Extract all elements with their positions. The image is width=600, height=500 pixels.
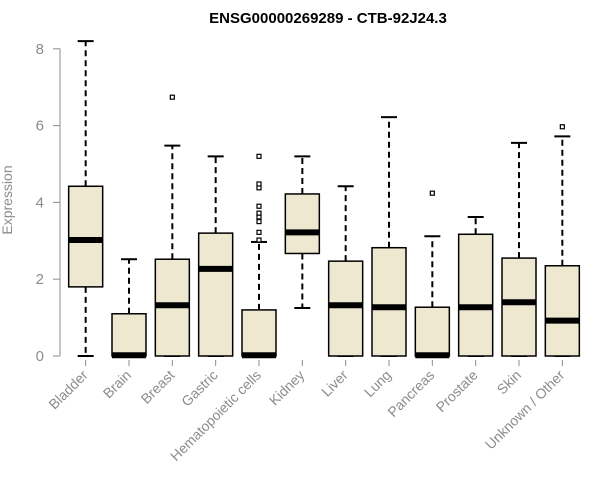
outlier-point bbox=[256, 210, 262, 216]
outlier-point bbox=[256, 181, 262, 187]
box-hematopoietic-cells bbox=[241, 153, 277, 359]
y-tick-label: 2 bbox=[36, 271, 44, 288]
outlier-point bbox=[256, 237, 262, 243]
box-breast bbox=[154, 94, 191, 357]
x-tick-label: Unknown / Other bbox=[482, 367, 568, 453]
iqr-box bbox=[327, 260, 364, 357]
x-tick-label: Kidney bbox=[266, 367, 308, 409]
box-lung bbox=[371, 116, 407, 357]
outlier-point bbox=[256, 203, 262, 209]
iqr-box bbox=[371, 246, 407, 357]
outlier-point bbox=[429, 190, 435, 196]
x-tick-label: Bladder bbox=[45, 367, 91, 413]
y-axis: 0 2 4 6 8 bbox=[36, 41, 61, 365]
x-tick-label: Breast bbox=[138, 367, 178, 407]
y-tick-label: 0 bbox=[36, 348, 44, 365]
x-tick-label: Liver bbox=[318, 367, 351, 400]
iqr-box bbox=[197, 232, 234, 357]
box-skin bbox=[501, 141, 537, 357]
box-kidney bbox=[284, 155, 321, 309]
box-prostate bbox=[457, 215, 494, 357]
y-axis-label: Expression bbox=[0, 165, 15, 234]
x-tick-label: Pancreas bbox=[384, 367, 437, 420]
y-tick-label: 6 bbox=[36, 118, 44, 135]
x-tick-label: Lung bbox=[361, 367, 394, 400]
chart-title: ENSG00000269289 - CTB-92J24.3 bbox=[209, 10, 447, 27]
iqr-box bbox=[284, 193, 321, 255]
box-gastric bbox=[197, 155, 234, 357]
outlier-point bbox=[169, 94, 175, 100]
x-tick-label: Gastric bbox=[178, 367, 221, 410]
box-pancreas bbox=[414, 190, 451, 359]
box-unknown-other bbox=[544, 124, 581, 357]
iqr-box bbox=[241, 309, 277, 357]
iqr-box bbox=[111, 313, 147, 357]
x-tick-label: Prostate bbox=[433, 367, 481, 415]
x-tick-label: Skin bbox=[494, 367, 525, 398]
iqr-box bbox=[501, 257, 537, 357]
box-brain bbox=[111, 258, 147, 359]
x-tick-label: Brain bbox=[100, 367, 134, 401]
outlier-point bbox=[256, 229, 262, 235]
iqr-box bbox=[457, 233, 494, 357]
outlier-point bbox=[256, 153, 262, 159]
y-tick-label: 8 bbox=[36, 41, 44, 58]
iqr-box bbox=[67, 185, 104, 288]
iqr-box bbox=[544, 265, 581, 357]
iqr-box bbox=[414, 306, 451, 357]
outlier-point bbox=[256, 219, 262, 225]
y-tick-label: 4 bbox=[36, 194, 44, 211]
outlier-point bbox=[559, 124, 565, 130]
box-liver bbox=[327, 185, 364, 357]
plot-area bbox=[67, 40, 581, 359]
box-bladder bbox=[67, 40, 104, 357]
